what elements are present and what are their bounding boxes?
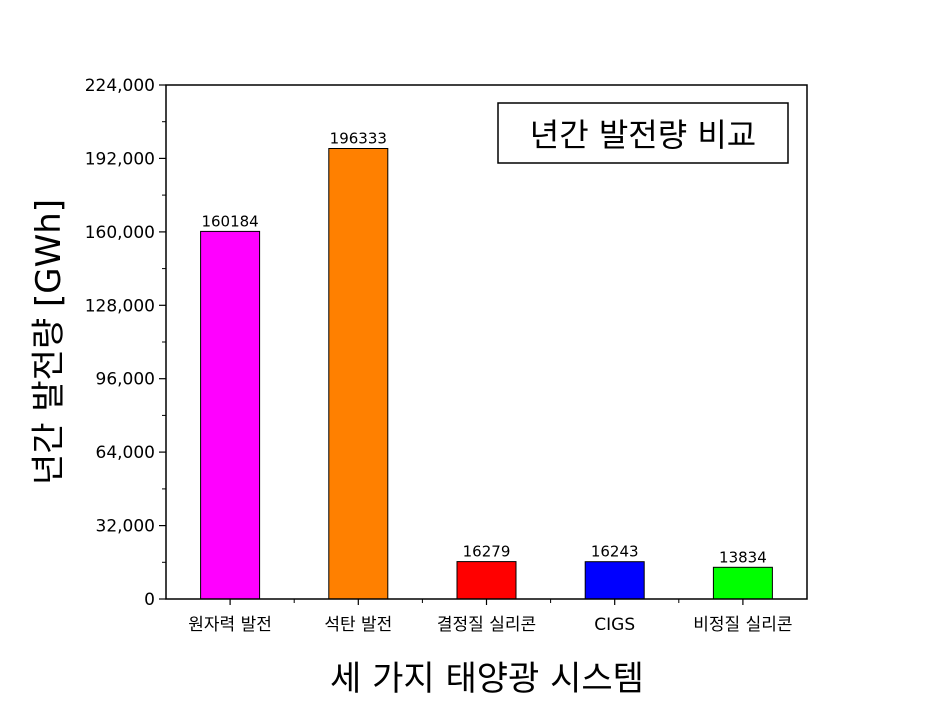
x-tick-label-3: 결정질 실리콘 [437,615,536,635]
y-tick-label-6: 192,000 [85,149,155,169]
y-axis-ticks: 0 32,000 64,000 96,000 128,000 160,000 192,000… [85,76,166,610]
bar-value-label-1: 160184 [201,212,258,230]
x-tick-label-2: 석탄 발전 [324,615,392,635]
bar-3 [456,561,517,600]
y-tick-label-0: 0 [144,590,155,610]
bar-4 [584,561,645,600]
x-tick-label-5: 비정질 실리콘 [693,615,792,635]
y-tick-label-7: 224,000 [85,76,155,96]
y-tick-label-5: 160,000 [85,223,155,243]
y-tick-label-3: 96,000 [96,370,155,390]
bar-5 [712,566,773,600]
y-tick-label-2: 64,000 [96,443,155,463]
bar-value-label-2: 196333 [330,130,387,148]
y-tick-label-1: 32,000 [96,517,155,537]
bar-value-label-5: 13834 [719,548,767,566]
y-tick-label-4: 128,000 [85,296,155,316]
x-axis-ticks: 원자력 발전 석탄 발전 결정질 실리콘 CIGS 비정질 실리콘 [188,599,793,635]
bar-value-labels: 160184 196333 16279 16243 13834 [201,130,766,567]
bar-value-label-4: 16243 [591,543,639,561]
x-axis-label: 세 가지 태양광 시스템 [330,659,644,699]
bars-layer [200,148,773,600]
y-axis-label: 년간 발전량 [GWh] [29,199,69,485]
chart-title: 년간 발전량 비교 [530,116,756,154]
bar-1 [200,230,261,600]
x-tick-label-4: CIGS [594,615,635,635]
bar-2 [328,148,389,600]
bar-value-label-3: 16279 [463,543,511,561]
title-box [497,102,789,164]
x-tick-label-1: 원자력 발전 [188,615,272,635]
